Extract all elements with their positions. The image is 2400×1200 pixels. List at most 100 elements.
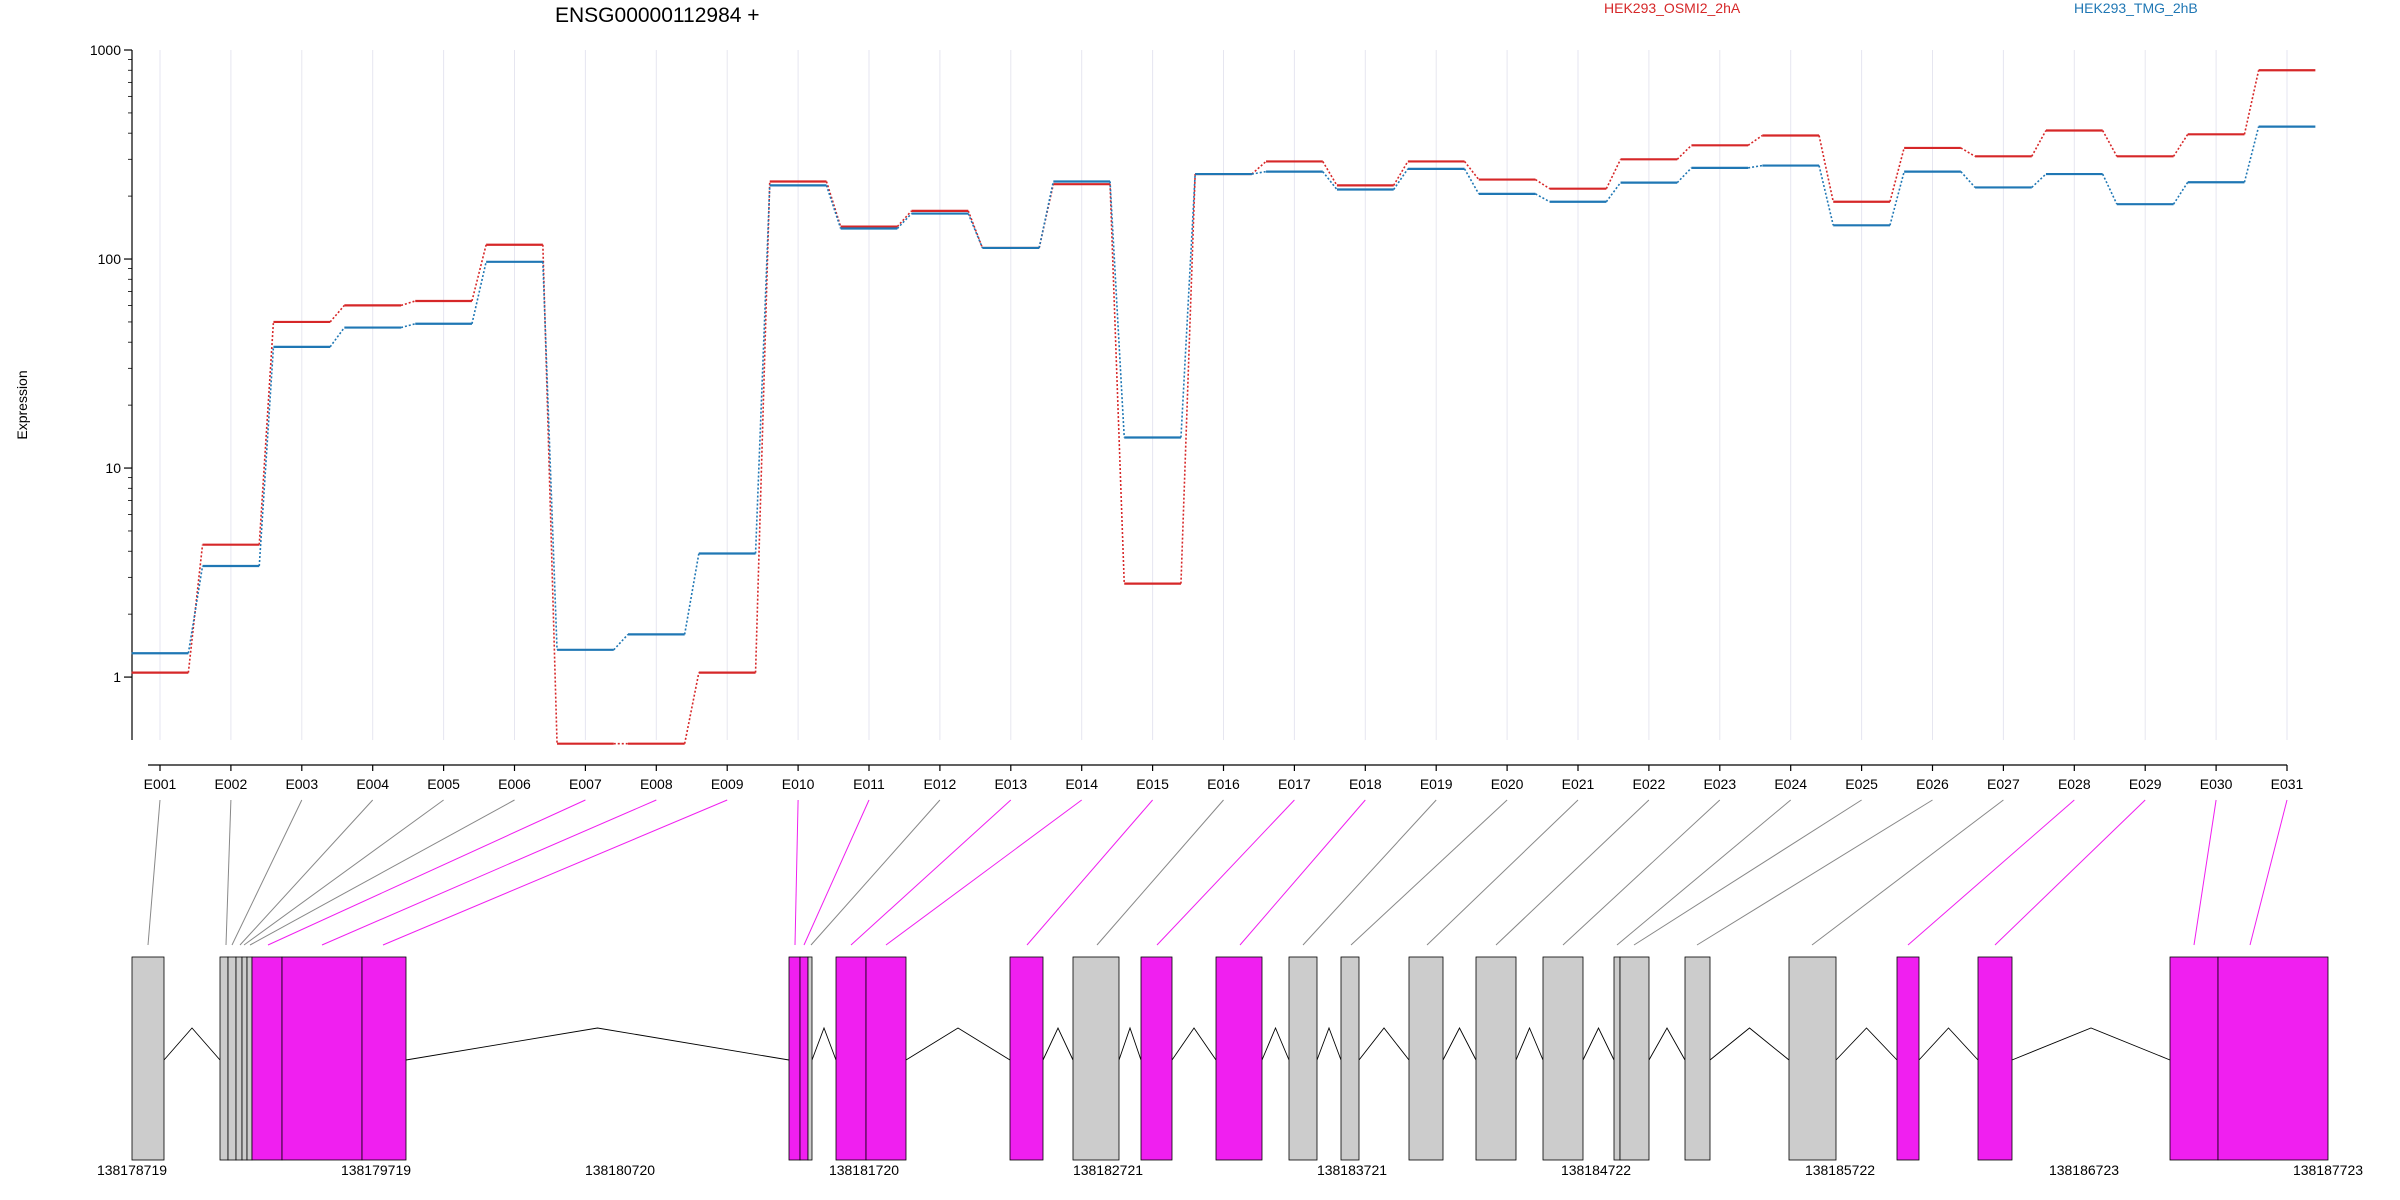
x-tick-label: E012 [924, 776, 957, 792]
x-tick-label: E008 [640, 776, 673, 792]
exon-connector [1302, 799, 1437, 946]
intron-line [905, 1027, 1011, 1061]
exon-feature [131, 956, 165, 1161]
intron-line [1582, 1026, 1615, 1061]
series-transition [2031, 173, 2047, 189]
exon-feature [1542, 956, 1584, 1161]
series-transition [2243, 126, 2260, 183]
x-tick-label: E028 [2058, 776, 2091, 792]
axes: 1 10 100 1000 E001 E002 E003 E004 E005 E006 E007 E0… [90, 42, 2304, 792]
series-transition [1605, 158, 1622, 190]
exon-feature [835, 956, 867, 1161]
series-transition [1038, 181, 1055, 249]
exon-connector [225, 799, 232, 946]
genomic-tick-label: 138187723 [2293, 1162, 2363, 1178]
series-transition [400, 323, 416, 329]
genomic-axis: 138178719 138179719 138180720 138181720 1381… [97, 1162, 2363, 1178]
y-tick-label: 1 [113, 669, 121, 685]
exon-feature [361, 956, 407, 1161]
legend-series-b: HEK293_TMG_2hB [2074, 0, 2198, 16]
x-tick-label: E019 [1420, 776, 1453, 792]
exon-connector [321, 799, 657, 946]
intron-line [1171, 1027, 1217, 1061]
series-transition [1535, 178, 1551, 190]
genomic-tick-label: 138180720 [585, 1162, 655, 1178]
x-tick-label: E025 [1845, 776, 1878, 792]
exon-connector [1616, 799, 1792, 946]
exon-connector [794, 799, 799, 946]
x-tick-label: E022 [1633, 776, 1666, 792]
legend-series-a: HEK293_OSMI2_2hA [1604, 0, 1741, 16]
series-transition [1392, 161, 1409, 186]
series-transition [1109, 181, 1126, 438]
series-transition [471, 261, 487, 324]
exon-connector [1026, 799, 1153, 946]
genomic-tick-label: 138181720 [829, 1162, 899, 1178]
series-transition [258, 346, 275, 567]
exon-feature [1140, 956, 1173, 1161]
x-tick-label: E031 [2271, 776, 2304, 792]
exon-connector [2249, 799, 2288, 946]
exon-connector [1239, 799, 1366, 946]
x-tick-label: E014 [1065, 776, 1098, 792]
exon-connector [2193, 799, 2217, 946]
intron-line [1358, 1027, 1410, 1061]
exon-feature [1340, 956, 1360, 1161]
x-tick-label: E023 [1703, 776, 1736, 792]
exon-connector [1562, 799, 1721, 946]
chart-title: ENSG00000112984 + [555, 4, 760, 27]
intron-line [1648, 1027, 1686, 1061]
exon-connector [1096, 799, 1224, 946]
exon-connector [1350, 799, 1508, 946]
intron-line [1261, 1026, 1290, 1061]
series-transition [2101, 130, 2118, 157]
series-transition [1747, 134, 1763, 146]
x-tick-label: E002 [215, 776, 248, 792]
y-axis-label: Expression [14, 370, 30, 439]
genomic-tick-label: 138186723 [2049, 1162, 2119, 1178]
series-transition [1889, 147, 1905, 202]
series-transition [683, 672, 700, 744]
exon-connector [267, 799, 586, 946]
series-a [131, 69, 2316, 745]
exon-connector [885, 799, 1082, 946]
exon-connector [1633, 799, 1862, 946]
exon-connector [810, 799, 941, 946]
exon-connector [803, 799, 870, 946]
x-tick-label: E027 [1987, 776, 2020, 792]
series-transition [1676, 144, 1693, 160]
exon-feature [1009, 956, 1044, 1161]
intron-line [1316, 1026, 1342, 1061]
series-transition [1322, 171, 1338, 191]
series-transition [2172, 181, 2189, 205]
series-b [131, 125, 2316, 655]
intron-line [405, 1027, 790, 1061]
exon-feature [1896, 956, 1920, 1161]
exon-feature [1288, 956, 1318, 1161]
y-tick-label: 1000 [90, 42, 121, 58]
x-tick-label: E013 [994, 776, 1027, 792]
x-tick-label: E004 [356, 776, 389, 792]
exon-feature [865, 956, 907, 1161]
series-transition [542, 261, 558, 650]
series-transition [754, 185, 771, 554]
exon-feature [1408, 956, 1444, 1161]
x-tick-label: E001 [144, 776, 177, 792]
exon-feature [799, 956, 809, 1161]
exon-feature [1072, 956, 1120, 1161]
series-transition [683, 553, 700, 635]
exon-connector [231, 799, 303, 946]
exon-feature [1977, 956, 2013, 1161]
x-tick-label: E024 [1774, 776, 1807, 792]
exon-feature [807, 956, 813, 1161]
exon-connector [239, 799, 374, 946]
series-transition [1748, 164, 1763, 169]
series-transition [1251, 170, 1267, 175]
exon-feature [1619, 956, 1650, 1161]
exon-feature [281, 956, 363, 1161]
series-transition [1463, 168, 1480, 195]
exon-feature [241, 956, 248, 1161]
exon-feature [251, 956, 283, 1161]
series-transition [258, 321, 275, 545]
exon-feature [1613, 956, 1621, 1161]
